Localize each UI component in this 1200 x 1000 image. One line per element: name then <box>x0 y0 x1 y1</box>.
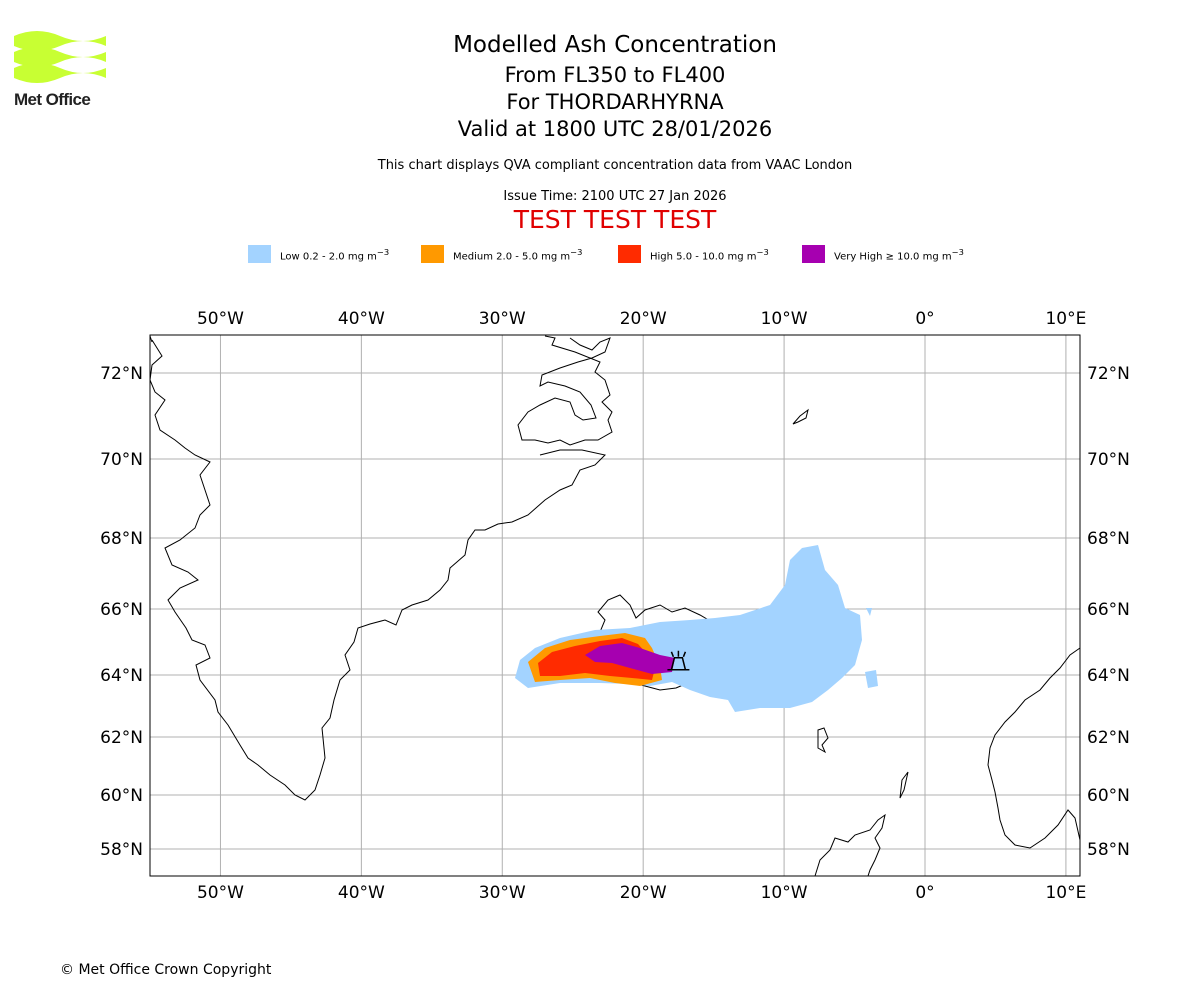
lat-labels-right: 72°N 70°N 68°N 66°N 64°N 62°N 60°N 58°N <box>1087 364 1130 860</box>
ash-low-region <box>865 670 878 688</box>
met-office-waves-icon <box>14 31 106 83</box>
lon-label: 40°W <box>338 883 385 903</box>
scotland-coastline <box>814 813 886 877</box>
volcano-name: For THORDARHYRNA <box>506 90 724 114</box>
volcano-icon <box>667 650 690 671</box>
lon-label: 40°W <box>338 309 385 329</box>
lon-label: 20°W <box>620 309 667 329</box>
lat-label: 68°N <box>1087 529 1130 549</box>
chart-title: Modelled Ash Concentration <box>453 32 777 58</box>
test-banner: TEST TEST TEST <box>513 205 717 234</box>
lon-label: 20°W <box>620 883 667 903</box>
ash-low-region <box>515 545 862 712</box>
jan-mayen-coastline <box>792 408 809 425</box>
lon-label: 10°W <box>761 883 808 903</box>
lon-label: 0° <box>915 883 934 903</box>
ash-very-high-region <box>585 643 675 674</box>
issue-time: Issue Time: 2100 UTC 27 Jan 2026 <box>503 189 727 204</box>
legend-swatch <box>802 245 825 263</box>
lat-label: 70°N <box>100 450 143 470</box>
lat-label: 64°N <box>1087 666 1130 686</box>
ash-low-region <box>866 608 872 616</box>
legend-swatch <box>421 245 444 263</box>
legend-label-very-high: Very High ≥ 10.0 mg m <box>834 251 952 263</box>
logo-wordmark: Met Office <box>14 90 91 109</box>
legend-label-low: Low 0.2 - 2.0 mg m <box>280 251 377 263</box>
map-gridlines <box>150 335 1080 876</box>
lon-label: 0° <box>915 309 934 329</box>
lat-label: 72°N <box>100 364 143 384</box>
faroe-coastline <box>817 727 829 754</box>
valid-time: Valid at 1800 UTC 28/01/2026 <box>457 117 773 141</box>
lat-label: 60°N <box>100 786 143 806</box>
lon-label: 50°W <box>197 883 244 903</box>
lon-label: 10°E <box>1045 309 1086 329</box>
legend-label-medium: Medium 2.0 - 5.0 mg m <box>453 251 571 263</box>
lon-label: 30°W <box>479 309 526 329</box>
lat-label: 70°N <box>1087 450 1130 470</box>
lat-label: 58°N <box>100 840 143 860</box>
met-office-logo: Met Office <box>14 30 106 112</box>
lat-label: 58°N <box>1087 840 1130 860</box>
chart-header: Modelled Ash Concentration From FL350 to… <box>300 30 930 234</box>
lat-label: 62°N <box>1087 728 1130 748</box>
lat-label: 72°N <box>1087 364 1130 384</box>
lat-label: 66°N <box>1087 600 1130 620</box>
map-frame <box>149 334 1081 877</box>
copyright: © Met Office Crown Copyright <box>60 962 272 978</box>
lat-label: 68°N <box>100 529 143 549</box>
shetland-coastline <box>899 771 909 799</box>
lon-label: 30°W <box>479 883 526 903</box>
lat-labels-left: 72°N 70°N 68°N 66°N 64°N 62°N 60°N 58°N <box>100 364 143 860</box>
norway-coastline <box>987 647 1081 849</box>
lat-label: 64°N <box>100 666 143 686</box>
lon-labels-bottom: 50°W 40°W 30°W 20°W 10°W 0° 10°E <box>197 883 1086 903</box>
lon-labels-top: 50°W 40°W 30°W 20°W 10°W 0° 10°E <box>197 309 1086 329</box>
lon-label: 10°W <box>761 309 808 329</box>
lat-label: 62°N <box>100 728 143 748</box>
legend-swatch <box>248 245 271 263</box>
lon-label: 10°E <box>1045 883 1086 903</box>
lon-label: 50°W <box>197 309 244 329</box>
greenland-coastline <box>149 335 613 801</box>
legend-swatch <box>618 245 641 263</box>
lat-label: 60°N <box>1087 786 1130 806</box>
legend-label-high: High 5.0 - 10.0 mg m <box>650 251 757 263</box>
flight-level-range: From FL350 to FL400 <box>504 63 726 87</box>
chart-description: This chart displays QVA compliant concen… <box>377 158 853 173</box>
ash-plume <box>515 545 878 712</box>
lat-label: 66°N <box>100 600 143 620</box>
